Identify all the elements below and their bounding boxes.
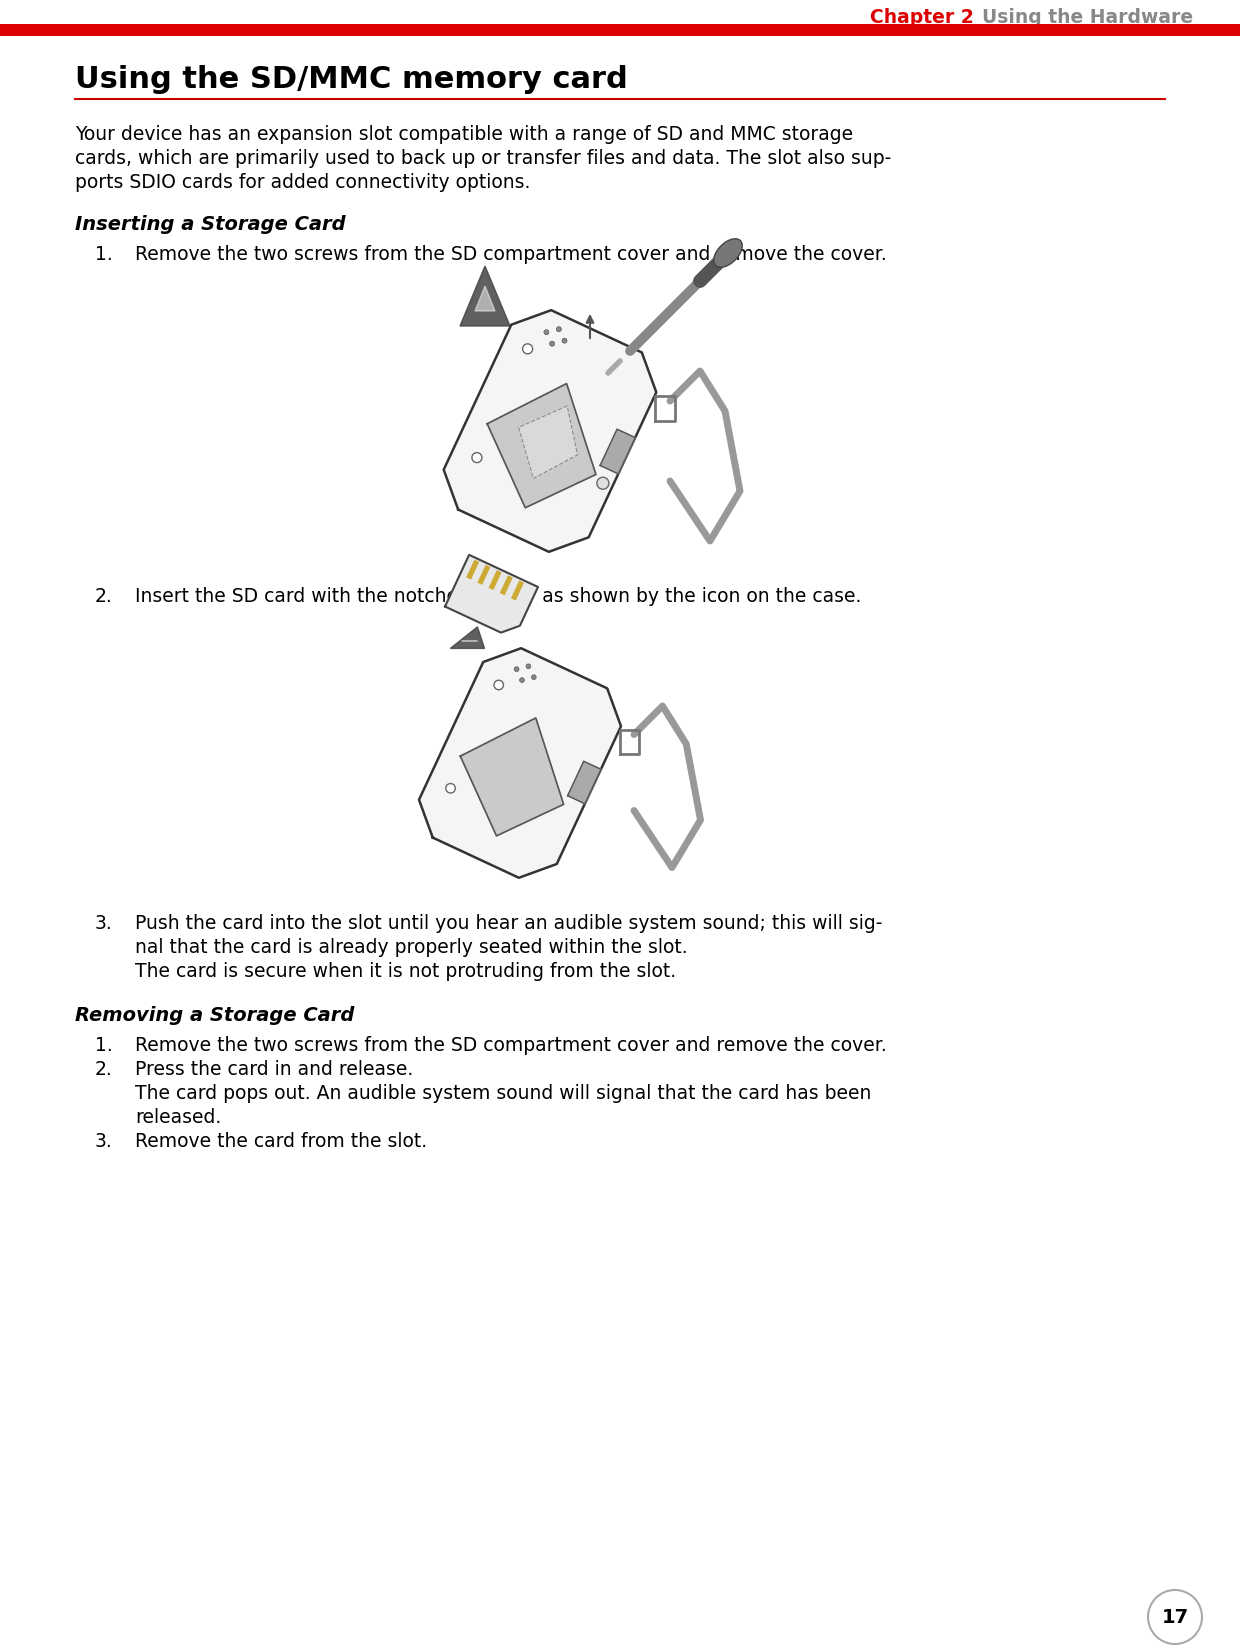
Text: Using the Hardware: Using the Hardware [982,8,1193,26]
Text: 2.: 2. [95,587,113,605]
Text: Press the card in and release.: Press the card in and release. [135,1060,413,1078]
Text: 3.: 3. [95,913,113,933]
Text: nal that the card is already properly seated within the slot.: nal that the card is already properly se… [135,938,688,956]
Circle shape [596,478,609,489]
Circle shape [515,667,520,672]
Polygon shape [445,555,538,633]
Polygon shape [600,430,635,475]
Ellipse shape [714,239,743,269]
Polygon shape [487,384,596,509]
Text: Inserting a Storage Card: Inserting a Storage Card [74,214,346,234]
Circle shape [494,681,503,691]
Circle shape [532,676,536,681]
Text: 1.: 1. [95,246,113,264]
Polygon shape [568,761,601,804]
Polygon shape [444,311,656,552]
Polygon shape [450,628,485,649]
Text: 2.: 2. [95,1060,113,1078]
Circle shape [544,331,549,336]
Circle shape [557,328,562,333]
Text: 17: 17 [1162,1607,1189,1627]
Circle shape [562,339,567,344]
Text: Push the card into the slot until you hear an audible system sound; this will si: Push the card into the slot until you he… [135,913,883,933]
Text: Chapter 2: Chapter 2 [870,8,973,26]
Circle shape [549,343,554,348]
Text: The card pops out. An audible system sound will signal that the card has been: The card pops out. An audible system sou… [135,1083,872,1103]
Circle shape [520,679,525,682]
Text: ports SDIO cards for added connectivity options.: ports SDIO cards for added connectivity … [74,173,531,191]
Text: The card is secure when it is not protruding from the slot.: The card is secure when it is not protru… [135,961,676,981]
Circle shape [526,664,531,669]
Text: cards, which are primarily used to back up or transfer files and data. The slot : cards, which are primarily used to back … [74,148,892,168]
Circle shape [472,453,482,463]
Text: Using the SD/MMC memory card: Using the SD/MMC memory card [74,64,627,94]
Text: Your device has an expansion slot compatible with a range of SD and MMC storage: Your device has an expansion slot compat… [74,125,853,143]
Polygon shape [460,267,510,326]
Circle shape [1148,1590,1202,1645]
Polygon shape [475,287,495,311]
Polygon shape [419,649,621,878]
Bar [0,25,1240,36]
Circle shape [522,344,533,354]
Text: 1.: 1. [95,1035,113,1055]
Circle shape [446,784,455,794]
Polygon shape [518,407,578,480]
Text: Remove the two screws from the SD compartment cover and remove the cover.: Remove the two screws from the SD compar… [135,246,887,264]
Text: Removing a Storage Card: Removing a Storage Card [74,1005,355,1025]
Text: 3.: 3. [95,1131,113,1150]
Polygon shape [460,719,564,837]
Text: Remove the card from the slot.: Remove the card from the slot. [135,1131,427,1150]
Text: Insert the SD card with the notched corner as shown by the icon on the case.: Insert the SD card with the notched corn… [135,587,862,605]
Text: released.: released. [135,1107,221,1126]
Text: Remove the two screws from the SD compartment cover and remove the cover.: Remove the two screws from the SD compar… [135,1035,887,1055]
